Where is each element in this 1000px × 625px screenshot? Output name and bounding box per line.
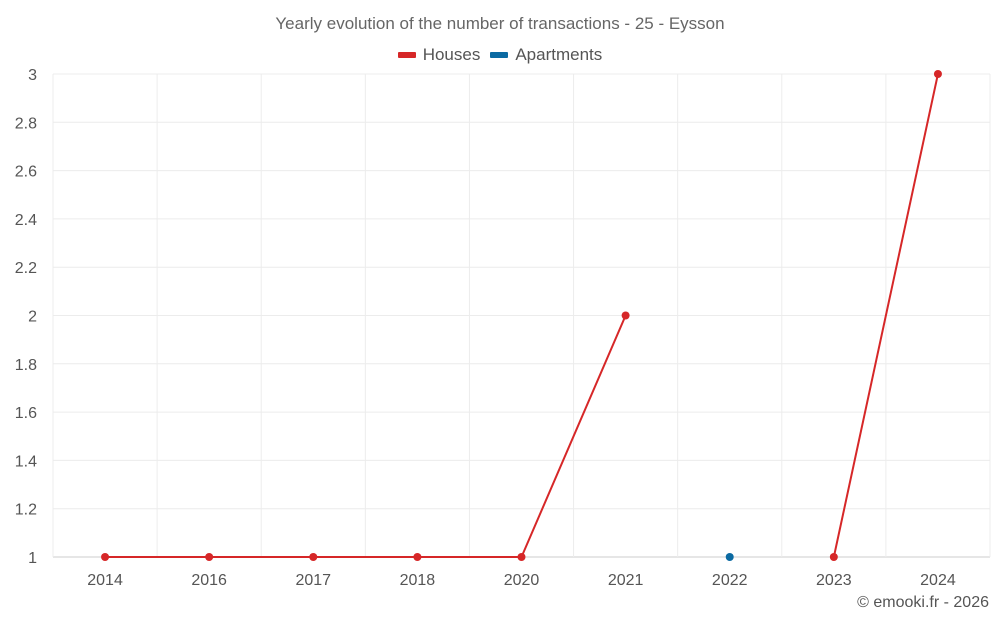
legend-label-apartments: Apartments [515, 45, 603, 64]
x-tick-label: 2022 [712, 572, 748, 589]
data-point-houses [621, 311, 630, 320]
data-point-houses [517, 553, 526, 561]
x-tick-label: 2021 [608, 572, 644, 589]
data-point-houses [933, 70, 942, 78]
chart-title: Yearly evolution of the number of transa… [275, 14, 725, 33]
y-tick-label: 2 [28, 309, 37, 326]
data-point-houses [205, 553, 214, 561]
y-tick-label: 2.6 [15, 164, 37, 181]
y-tick-label: 2.8 [15, 115, 37, 132]
legend-item-houses[interactable]: Houses [397, 45, 481, 65]
data-point-houses [413, 553, 422, 561]
legend: Houses Apartments [0, 45, 1000, 65]
x-tick-label: 2016 [191, 572, 227, 589]
credit-text: © emooki.fr - 2026 [857, 594, 989, 611]
x-tick-label: 2024 [920, 572, 956, 589]
data-point-apartments [725, 553, 734, 561]
y-tick-label: 3 [28, 67, 37, 84]
legend-label-houses: Houses [422, 45, 481, 64]
x-tick-label: 2014 [87, 572, 123, 589]
data-point-houses [309, 553, 318, 561]
x-tick-label: 2017 [295, 572, 331, 589]
y-tick-label: 1 [28, 550, 37, 567]
y-tick-label: 2.2 [15, 260, 37, 277]
x-tick-label: 2018 [400, 572, 436, 589]
data-point-houses [101, 553, 110, 561]
y-tick-label: 1.4 [15, 453, 37, 470]
data-point-houses [829, 553, 838, 561]
x-tick-label: 2023 [816, 572, 852, 589]
series-line-houses [105, 315, 627, 558]
legend-item-apartments[interactable]: Apartments [490, 45, 602, 65]
x-tick-label: 2020 [504, 572, 540, 589]
legend-swatch-apartments [490, 52, 509, 58]
series-line-houses [832, 73, 939, 558]
y-tick-label: 1.8 [15, 357, 37, 374]
y-tick-label: 2.4 [15, 212, 37, 229]
y-tick-label: 1.6 [15, 405, 37, 422]
y-tick-label: 1.2 [15, 502, 37, 519]
legend-swatch-houses [397, 52, 416, 58]
